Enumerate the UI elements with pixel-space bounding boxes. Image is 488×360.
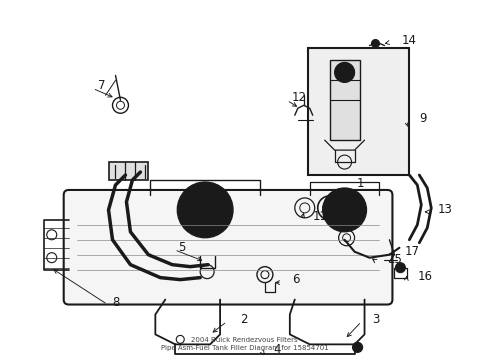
- Circle shape: [334, 62, 354, 82]
- FancyBboxPatch shape: [63, 190, 392, 305]
- Bar: [307, 48, 408, 175]
- Text: 17: 17: [404, 245, 419, 258]
- Text: 1: 1: [356, 177, 364, 190]
- Text: 9: 9: [419, 112, 426, 125]
- Text: 2004 Buick Rendezvous Filters
Pipe Asm-Fuel Tank Filler Diagram for 15854701: 2004 Buick Rendezvous Filters Pipe Asm-F…: [160, 337, 328, 351]
- Text: 16: 16: [416, 270, 431, 283]
- Text: 8: 8: [112, 296, 120, 309]
- Circle shape: [322, 188, 366, 232]
- Text: 15: 15: [386, 253, 402, 266]
- Circle shape: [177, 182, 233, 238]
- Circle shape: [352, 342, 362, 352]
- Text: 10: 10: [346, 201, 361, 213]
- Text: 4: 4: [272, 343, 280, 356]
- Text: 5: 5: [178, 241, 185, 254]
- Text: 7: 7: [98, 79, 105, 92]
- Bar: [329, 60, 359, 140]
- Text: 2: 2: [240, 313, 247, 326]
- Text: 11: 11: [312, 210, 327, 223]
- Circle shape: [371, 40, 379, 48]
- Text: 6: 6: [291, 273, 299, 286]
- Text: 12: 12: [291, 91, 306, 104]
- Text: 3: 3: [372, 313, 379, 326]
- Text: 14: 14: [401, 34, 416, 47]
- Circle shape: [395, 263, 405, 273]
- Text: 13: 13: [436, 203, 451, 216]
- Bar: [108, 162, 148, 180]
